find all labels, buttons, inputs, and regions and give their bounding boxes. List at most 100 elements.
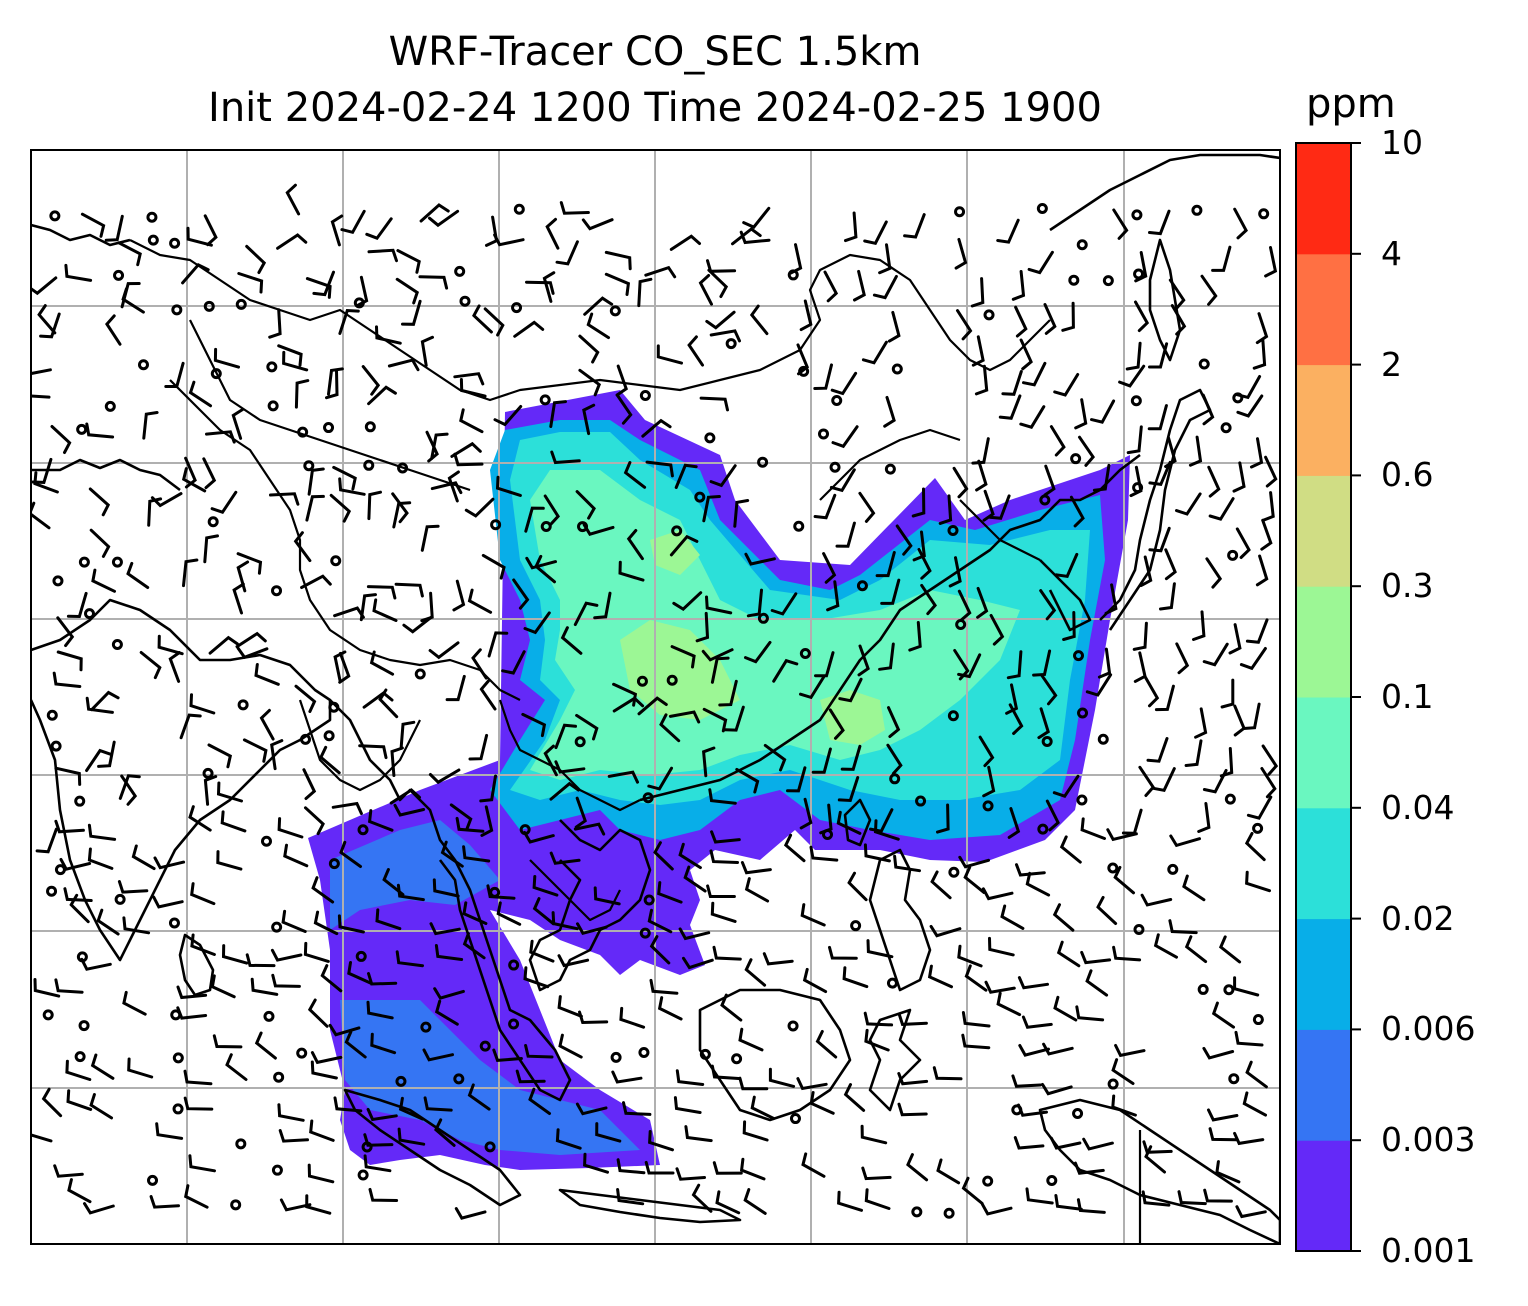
calm-circle [414, 668, 426, 680]
wind-barb [863, 220, 888, 246]
wind-barb [1143, 675, 1160, 708]
wind-barb [1232, 461, 1246, 493]
wind-barb [1148, 526, 1171, 553]
wind-barb [840, 744, 862, 771]
wind-barb [644, 265, 677, 279]
wind-barb [560, 626, 583, 655]
wind-barb [338, 651, 351, 684]
calm-circle [147, 1174, 159, 1186]
wind-barb [453, 452, 484, 467]
wind-barb [872, 274, 898, 300]
wind-barb [863, 843, 891, 863]
wind-barb [549, 781, 580, 801]
wind-barb [333, 650, 347, 682]
wind-barb [1011, 270, 1026, 301]
wind-barb [1211, 1001, 1235, 1029]
wind-barb [153, 856, 186, 870]
calm-circle [671, 525, 683, 537]
calm-circle [787, 269, 799, 281]
wind-barb [742, 206, 771, 229]
wind-barb [1148, 342, 1169, 369]
wind-barb [1074, 398, 1088, 430]
wind-barb [368, 1187, 399, 1202]
wind-barb [429, 922, 461, 936]
wind-barb [333, 1096, 363, 1113]
colorbar-tick-label: 10 [1381, 123, 1423, 162]
wind-barb [375, 908, 402, 931]
wind-barb [1043, 303, 1057, 335]
wind-barb [1168, 278, 1186, 310]
wind-barb [831, 425, 859, 449]
colorbar-tick-label: 0.001 [1381, 1231, 1476, 1270]
calm-circle [453, 1073, 465, 1085]
calm-circle [74, 795, 86, 807]
wind-barb [307, 998, 329, 1028]
coastline-china [639, 453, 1141, 802]
wind-barb [39, 312, 61, 339]
wind-barb [887, 310, 901, 343]
wind-barb [948, 556, 962, 588]
wind-barb [434, 944, 464, 961]
wind-barb [1008, 703, 1024, 735]
wind-barb [1261, 491, 1275, 522]
wind-barb [168, 651, 181, 683]
wind-barb [550, 450, 581, 465]
wind-barb [1233, 207, 1248, 240]
wind-barb [1085, 969, 1109, 997]
wind-barb [1022, 361, 1047, 387]
wind-barb [64, 263, 93, 282]
wind-barb [501, 650, 526, 675]
wind-barb [268, 308, 282, 339]
wind-barb [1188, 435, 1203, 467]
wind-barb [307, 1163, 335, 1184]
wind-barb [675, 1069, 705, 1086]
wind-barb [988, 494, 1011, 520]
wind-barb [573, 601, 599, 627]
wind-barb [452, 579, 466, 612]
wind-barb [978, 735, 995, 768]
calm-circle [704, 432, 716, 444]
wind-barb [1019, 338, 1033, 371]
wind-barb [221, 944, 249, 965]
calm-circle [610, 1051, 622, 1063]
wind-barb [813, 493, 837, 520]
wind-barb [712, 1161, 743, 1175]
calm-circle [1046, 1175, 1058, 1187]
wind-barb [250, 977, 279, 996]
coastline-sumatra [343, 1088, 522, 1207]
wind-barb [963, 865, 986, 894]
wind-barb [1208, 1127, 1239, 1142]
wind-barb [418, 275, 449, 290]
wind-barb [637, 696, 668, 716]
calm-circle [363, 459, 375, 471]
wind-barb [66, 1089, 93, 1111]
wind-barb [618, 560, 645, 582]
calm-circle [78, 1020, 90, 1032]
calm-circle [357, 824, 369, 836]
wind-barb [715, 1190, 741, 1215]
wind-barb [1054, 552, 1079, 579]
wind-barb [358, 744, 388, 760]
wind-barb [958, 855, 990, 869]
wind-barb [744, 958, 767, 987]
wind-barb [649, 935, 671, 965]
wind-barb [1015, 863, 1046, 877]
wind-barb [1154, 684, 1175, 712]
wind-barb [493, 233, 525, 247]
coastline-new-guinea [1038, 1098, 1280, 1244]
wind-barb [555, 1128, 582, 1150]
wind-barb [236, 646, 269, 660]
wind-barb [578, 334, 600, 364]
wind-barb [65, 1059, 92, 1081]
wind-barb [1121, 808, 1143, 835]
wind-barb [731, 227, 762, 246]
wind-barb [1027, 250, 1054, 275]
wind-barb [319, 745, 341, 775]
calm-circle [948, 866, 960, 878]
wind-barb [1082, 1137, 1114, 1151]
wind-barb [1118, 364, 1146, 388]
wind-barb [1090, 399, 1116, 424]
wind-barb [1096, 895, 1118, 925]
wind-barb [1080, 950, 1112, 965]
wind-barb [733, 499, 750, 528]
